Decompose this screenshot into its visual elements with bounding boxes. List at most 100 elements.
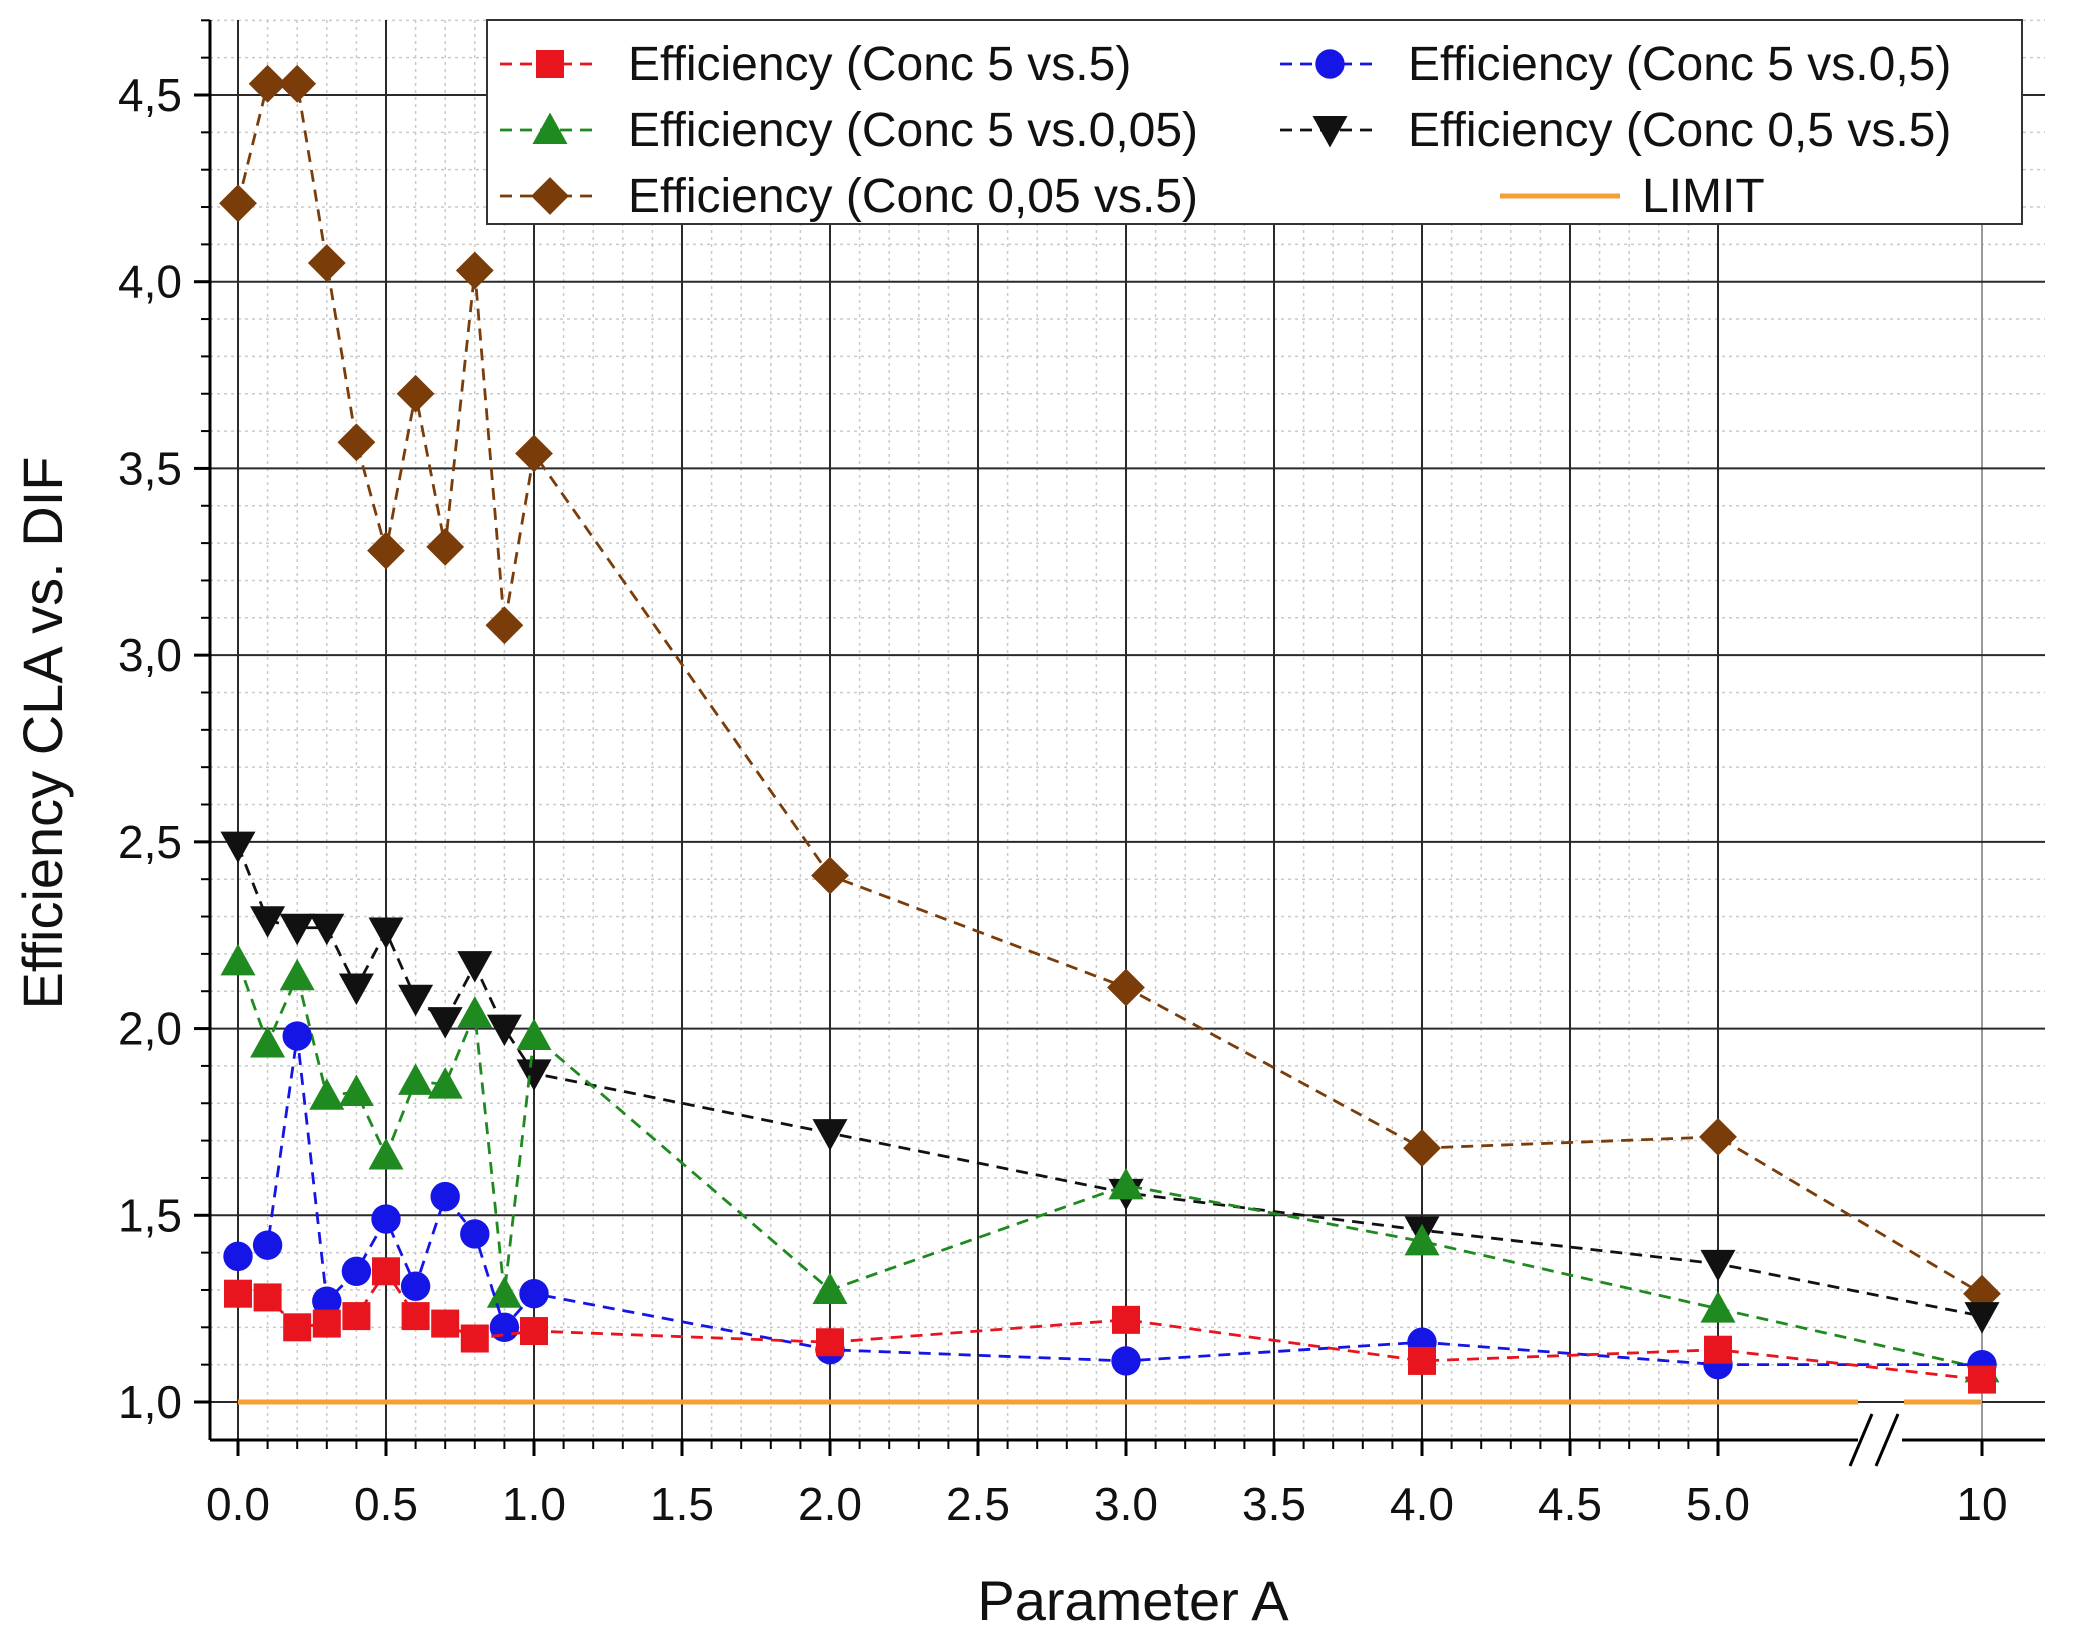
x-tick-label: 2.5: [946, 1478, 1010, 1530]
data-point: [341, 1256, 372, 1287]
data-point: [1107, 968, 1145, 1007]
y-tick-label: 1,0: [118, 1376, 182, 1428]
legend-marker: [536, 50, 564, 78]
data-point: [460, 1219, 490, 1249]
data-point: [400, 1271, 431, 1301]
data-point: [312, 1309, 341, 1338]
data-point: [519, 1279, 549, 1309]
series-3: [220, 831, 2000, 1334]
x-tick-label: 3.0: [1094, 1478, 1158, 1530]
axis-break-mark: [1874, 1413, 1900, 1467]
data-point: [516, 1018, 552, 1051]
data-point: [279, 913, 315, 946]
data-point: [460, 1324, 489, 1353]
data-point: [1112, 1305, 1140, 1334]
data-point: [1111, 1346, 1141, 1376]
data-point: [430, 1181, 460, 1212]
data-point: [812, 1119, 848, 1151]
data-point: [248, 64, 287, 103]
legend-entry: Efficiency (Conc 0,5 vs.5): [1280, 104, 1951, 157]
data-point: [457, 996, 493, 1028]
data-point: [520, 1317, 548, 1346]
x-tick-label: 3.5: [1242, 1478, 1306, 1530]
data-point: [1404, 1223, 1440, 1256]
data-point: [485, 606, 524, 645]
legend-entry: Efficiency (Conc 0,05 vs.5): [500, 170, 1198, 223]
data-point: [1108, 1167, 1144, 1200]
axes: 0.0 0.5 1.0 1.5 2.0 2.5 3.0 3.5 4.0 4.5 5.0 10 1,0 1,…: [118, 19, 2045, 1530]
x-tick-label: 1.0: [502, 1478, 566, 1530]
data-point: [220, 831, 256, 864]
series-2: [220, 943, 2000, 1383]
data-point: [431, 1309, 460, 1338]
legend-label: LIMIT: [1642, 170, 1765, 223]
data-point: [1700, 1291, 1736, 1323]
series-layer: [219, 64, 2001, 1405]
series-line: [236, 960, 1983, 1370]
data-point: [224, 1279, 252, 1308]
data-point: [486, 1276, 522, 1308]
data-point: [1408, 1346, 1436, 1375]
series-1: [223, 1021, 1997, 1380]
data-point: [398, 1063, 434, 1095]
data-point: [279, 958, 315, 991]
data-point: [367, 531, 405, 570]
x-tick-label: 0.0: [206, 1478, 270, 1530]
legend-marker: [532, 112, 568, 144]
legend: Efficiency (Conc 5 vs.5) Efficiency (Conc…: [486, 19, 2023, 225]
data-point: [427, 1007, 463, 1039]
data-point: [1403, 1129, 1441, 1167]
data-point: [427, 1067, 463, 1099]
y-tick-label: 2,0: [118, 1003, 182, 1055]
x-tick-label: 1.5: [650, 1478, 714, 1530]
legend-entry: LIMIT: [1500, 170, 1765, 223]
legend-box: [486, 19, 2023, 225]
legend-label: Efficiency (Conc 0,05 vs.5): [628, 170, 1198, 223]
data-point: [372, 1257, 400, 1286]
data-point: [1968, 1365, 1996, 1394]
data-point: [401, 1302, 430, 1331]
data-point: [371, 1204, 401, 1234]
data-point: [1964, 1302, 2000, 1334]
data-point: [396, 374, 435, 413]
series-line: [236, 82, 1983, 1295]
legend-label: Efficiency (Conc 5 vs.0,05): [628, 104, 1198, 157]
data-point: [368, 917, 404, 949]
data-point: [278, 64, 317, 103]
data-point: [250, 906, 286, 938]
x-axis-label: Parameter A: [977, 1569, 1289, 1632]
data-point: [312, 1286, 342, 1316]
data-point: [282, 1021, 312, 1051]
data-point: [223, 1241, 253, 1272]
x-tick-label: 4.0: [1390, 1478, 1454, 1530]
series-line: [236, 845, 1983, 1318]
data-point: [252, 1230, 283, 1260]
data-point: [309, 1078, 345, 1110]
axis-break-mark: [1848, 1413, 1874, 1467]
legend-label: Efficiency (Conc 5 vs.0,5): [1408, 38, 1951, 91]
data-point: [486, 1014, 522, 1047]
data-point: [219, 184, 257, 223]
legend-label: Efficiency (Conc 5 vs.5): [628, 38, 1131, 91]
data-point: [368, 1138, 404, 1170]
data-point: [307, 244, 346, 282]
y-axis-label: Efficiency CLA vs. DIF: [11, 457, 74, 1010]
x-tick-label: 5.0: [1686, 1478, 1750, 1530]
series-0: [224, 1257, 1996, 1394]
x-tick-label: 4.5: [1538, 1478, 1602, 1530]
legend-marker: [1315, 49, 1345, 79]
data-point: [342, 1302, 371, 1331]
data-point: [457, 951, 493, 983]
data-point: [426, 527, 465, 566]
data-point: [489, 1312, 520, 1343]
legend-entry: Efficiency (Conc 5 vs.5): [500, 38, 1131, 91]
x-tick-label: 0.5: [354, 1478, 418, 1530]
data-point: [337, 423, 376, 462]
legend-entry: Efficiency (Conc 5 vs.0,05): [500, 104, 1198, 157]
data-point: [812, 1272, 848, 1304]
x-tick-label: 2.0: [798, 1478, 862, 1530]
legend-marker: [1312, 116, 1348, 148]
legend-entry: Efficiency (Conc 5 vs.0,5): [1280, 38, 1951, 91]
data-point: [1704, 1335, 1732, 1364]
